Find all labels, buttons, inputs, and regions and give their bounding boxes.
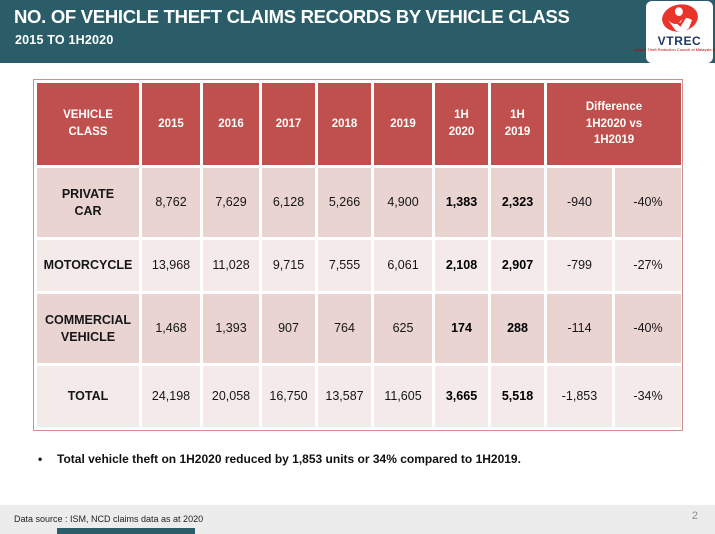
title-banner: NO. OF VEHICLE THEFT CLAIMS RECORDS BY V… [0, 0, 715, 63]
page-number: 2 [691, 510, 698, 522]
col-header-2016: 2016 [203, 83, 259, 165]
data-cell: -40% [615, 294, 681, 363]
vtrec-logo-mark-icon [661, 4, 698, 32]
data-cell: 16,750 [262, 366, 315, 427]
table-header-row: VEHICLE CLASS 2015 2016 2017 2018 2019 1… [37, 83, 681, 165]
footer-accent-bar [57, 528, 195, 534]
data-source-text: Data source : ISM, NCD claims data as at… [14, 514, 204, 524]
data-cell: -34% [615, 366, 681, 427]
data-cell: 7,555 [318, 240, 371, 291]
data-cell: 13,587 [318, 366, 371, 427]
data-cell: -27% [615, 240, 681, 291]
data-cell: 13,968 [142, 240, 200, 291]
data-cell: 7,629 [203, 168, 259, 237]
row-label: TOTAL [37, 366, 139, 427]
data-cell: 3,665 [435, 366, 488, 427]
row-label: COMMERCIAL VEHICLE [37, 294, 139, 363]
data-cell: 11,605 [374, 366, 432, 427]
vtrec-logo: VTREC Vehicle Theft Reduction Council of… [634, 1, 715, 63]
page-subtitle: 2015 TO 1H2020 [15, 33, 114, 47]
col-header-2017: 2017 [262, 83, 315, 165]
page-title: NO. OF VEHICLE THEFT CLAIMS RECORDS BY V… [14, 6, 570, 27]
data-cell: 907 [262, 294, 315, 363]
logo-tagline: Vehicle Theft Reduction Council of Malay… [633, 47, 715, 52]
table-row-motorcycle: MOTORCYCLE 13,968 11,028 9,715 7,555 6,0… [37, 240, 681, 291]
data-cell: 764 [318, 294, 371, 363]
data-cell: 4,900 [374, 168, 432, 237]
data-cell: 2,907 [491, 240, 544, 291]
data-cell: 6,061 [374, 240, 432, 291]
col-header-2015: 2015 [142, 83, 200, 165]
col-header-1h2019: 1H 2019 [491, 83, 544, 165]
data-cell: -114 [547, 294, 612, 363]
data-cell: 6,128 [262, 168, 315, 237]
data-cell: 288 [491, 294, 544, 363]
data-cell: 2,108 [435, 240, 488, 291]
col-header-1h2020: 1H 2020 [435, 83, 488, 165]
data-cell: -799 [547, 240, 612, 291]
table-row-commercial-vehicle: COMMERCIAL VEHICLE 1,468 1,393 907 764 6… [37, 294, 681, 363]
data-cell: -40% [615, 168, 681, 237]
summary-note: • Total vehicle theft on 1H2020 reduced … [38, 452, 688, 466]
data-cell: 20,058 [203, 366, 259, 427]
claims-table-container: VEHICLE CLASS 2015 2016 2017 2018 2019 1… [33, 79, 683, 431]
data-cell: -940 [547, 168, 612, 237]
claims-table: VEHICLE CLASS 2015 2016 2017 2018 2019 1… [34, 80, 684, 430]
summary-note-text: Total vehicle theft on 1H2020 reduced by… [57, 452, 521, 466]
row-label: MOTORCYCLE [37, 240, 139, 291]
data-cell: 625 [374, 294, 432, 363]
data-cell: 1,393 [203, 294, 259, 363]
data-cell: 11,028 [203, 240, 259, 291]
row-label: PRIVATE CAR [37, 168, 139, 237]
table-row-total: TOTAL 24,198 20,058 16,750 13,587 11,605… [37, 366, 681, 427]
col-header-vehicle-class: VEHICLE CLASS [37, 83, 139, 165]
data-cell: 5,518 [491, 366, 544, 427]
data-cell: 8,762 [142, 168, 200, 237]
data-cell: 2,323 [491, 168, 544, 237]
logo-wordmark: VTREC [657, 34, 702, 48]
col-header-difference: Difference 1H2020 vs 1H2019 [547, 83, 681, 165]
data-cell: 174 [435, 294, 488, 363]
data-cell: 24,198 [142, 366, 200, 427]
data-cell: 1,468 [142, 294, 200, 363]
col-header-2018: 2018 [318, 83, 371, 165]
data-cell: 9,715 [262, 240, 315, 291]
data-cell: 5,266 [318, 168, 371, 237]
table-row-private-car: PRIVATE CAR 8,762 7,629 6,128 5,266 4,90… [37, 168, 681, 237]
data-cell: 1,383 [435, 168, 488, 237]
col-header-2019: 2019 [374, 83, 432, 165]
bullet-icon: • [38, 452, 43, 466]
data-cell: -1,853 [547, 366, 612, 427]
